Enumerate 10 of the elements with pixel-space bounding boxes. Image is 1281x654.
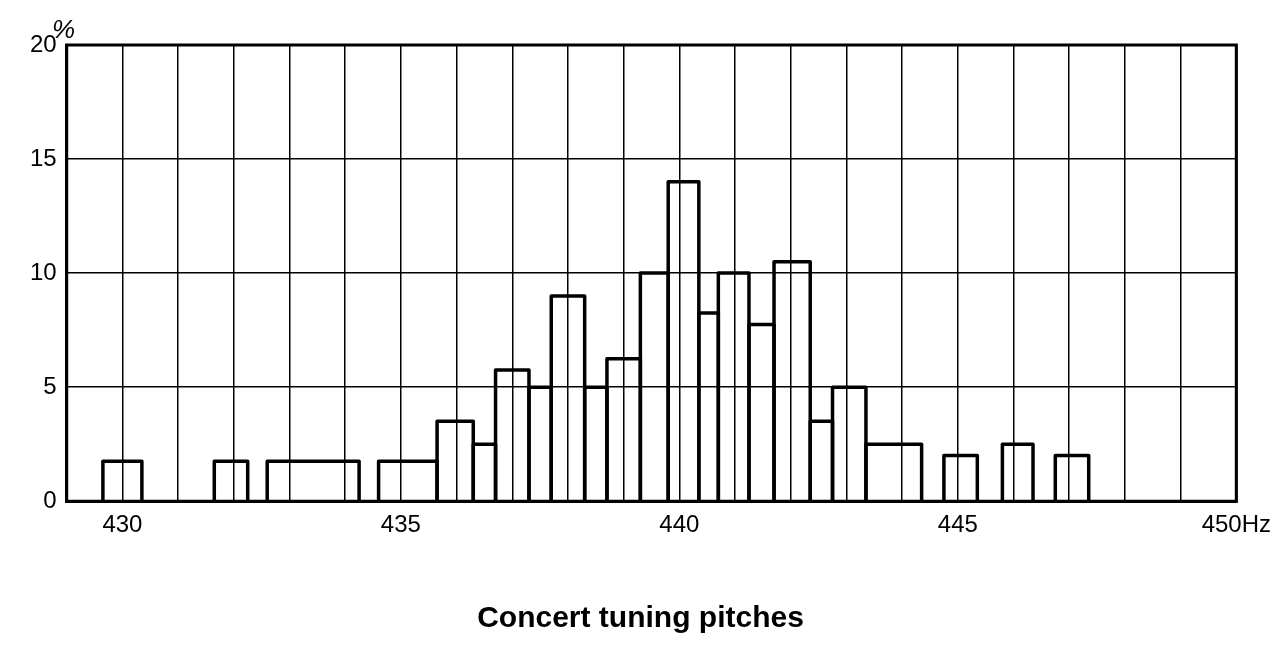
x-tick-label: 435 [380,510,421,538]
x-tick-label: 450Hz [1201,510,1271,538]
y-tick-label: 15 [29,143,57,171]
text: Concert tuning pitches [476,600,805,634]
y-tick-label: 0 [43,485,57,513]
x-tick-label: 445 [937,510,978,538]
y-tick-label: 10 [29,257,57,285]
x-tick-label: 430 [102,510,143,538]
y-tick-label: 5 [43,371,57,399]
x-tick-label: 440 [659,510,700,538]
